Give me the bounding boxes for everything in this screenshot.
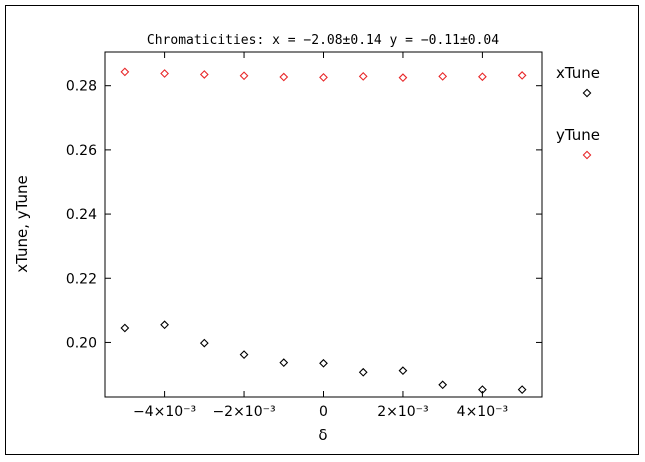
y-tick-label: 0.20: [66, 335, 97, 351]
x-tick-label: −4×10⁻³: [133, 404, 196, 420]
plot-frame: [5, 5, 639, 455]
xtune-point: [160, 320, 169, 330]
x-tick-label: −2×10⁻³: [212, 404, 275, 420]
y-axis-label: xTune, yTune: [13, 175, 31, 273]
ytune-point: [160, 69, 169, 78]
plot-area: [104, 51, 543, 398]
xtune-point: [199, 338, 209, 348]
xtune-point: [478, 385, 487, 394]
ytune-point: [358, 72, 368, 81]
ytune-point: [398, 73, 408, 83]
ytune-point: [517, 71, 527, 80]
chart-title: Chromaticities: x = −2.08±0.14 y = −0.11…: [147, 33, 499, 48]
ytune-point: [120, 67, 130, 77]
data-points: [120, 67, 527, 394]
xtune-point: [279, 358, 289, 368]
xtune-point: [239, 350, 249, 360]
y-tick-label: 0.26: [66, 143, 97, 159]
ytune-point: [438, 72, 448, 81]
y-tick-label: 0.24: [66, 207, 97, 223]
xtune-point: [319, 358, 328, 368]
ytune-point: [199, 70, 209, 79]
legend-label-xtune: xTune: [556, 64, 600, 82]
xtune-point: [120, 323, 130, 333]
x-axis-label: δ: [318, 426, 327, 444]
axis-ticks: −4×10⁻³ −2×10⁻³ 0 2×10⁻³ 4×10⁻³ 0.20 0.22 0.24 0…: [66, 52, 542, 420]
ytune-point: [319, 72, 328, 82]
legend: xTune yTune: [556, 64, 600, 160]
xtune-point: [517, 385, 527, 394]
y-tick-label: 0.22: [66, 271, 97, 287]
x-tick-label: 2×10⁻³: [377, 404, 428, 420]
legend-marker-ytune: [582, 150, 592, 160]
ytune-point: [478, 72, 487, 82]
legend-label-ytune: yTune: [556, 126, 600, 144]
x-tick-label: 4×10⁻³: [457, 404, 508, 420]
y-tick-label: 0.28: [66, 79, 97, 95]
x-tick-label: 0: [319, 404, 328, 420]
xtune-point: [398, 366, 408, 376]
ytune-point: [239, 71, 249, 81]
xtune-point: [438, 380, 448, 390]
ytune-point: [279, 72, 289, 82]
legend-marker-xtune: [582, 88, 592, 98]
xtune-point: [358, 367, 368, 377]
